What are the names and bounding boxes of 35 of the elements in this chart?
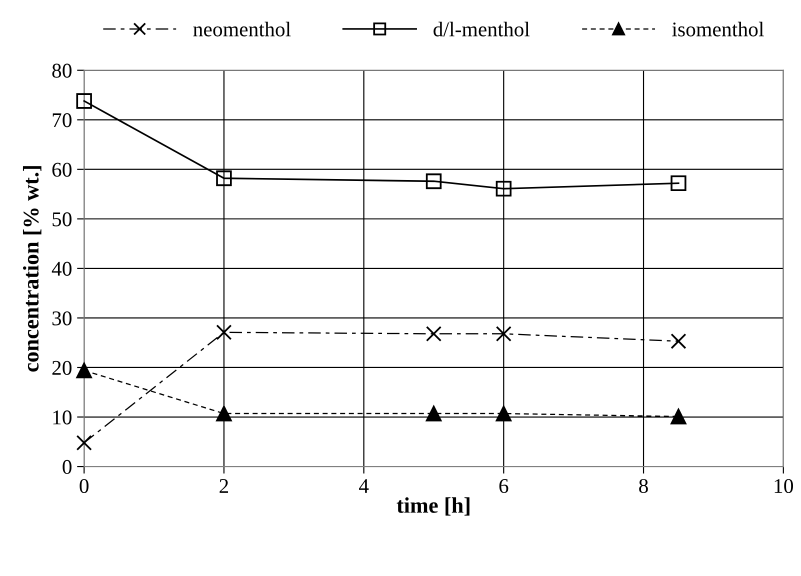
point bbox=[670, 333, 686, 350]
point bbox=[216, 406, 232, 422]
point bbox=[76, 93, 92, 109]
x-tick-label: 6 bbox=[499, 479, 508, 494]
y-tick-label: 40 bbox=[52, 262, 72, 276]
y-tick-label: 50 bbox=[52, 212, 72, 226]
y-tick-label: 10 bbox=[53, 410, 72, 424]
point bbox=[426, 326, 442, 342]
legend-label: neomenthol bbox=[193, 22, 291, 36]
y-tick-label: 20 bbox=[52, 360, 72, 375]
x-tick-label: 2 bbox=[220, 479, 228, 493]
x-tick-label: 0 bbox=[80, 478, 89, 494]
y-axis-title: concentration [% wt.] bbox=[22, 166, 42, 372]
point bbox=[670, 408, 686, 424]
x-axis-title: time [h] bbox=[396, 497, 470, 516]
y-tick-label: 30 bbox=[52, 311, 72, 326]
y-tick-label: 0 bbox=[62, 460, 72, 474]
point bbox=[496, 406, 512, 422]
point bbox=[216, 324, 232, 340]
point bbox=[76, 362, 92, 378]
y-tick-label: 70 bbox=[52, 113, 72, 128]
y-tick-label: 80 bbox=[52, 64, 72, 78]
y-tick-label: 60 bbox=[52, 162, 72, 177]
x-tick-label: 4 bbox=[359, 479, 369, 493]
point bbox=[426, 406, 442, 422]
legend-label: d/l-menthol bbox=[434, 22, 530, 36]
point bbox=[496, 180, 512, 197]
point bbox=[76, 434, 92, 451]
x-tick-label: 8 bbox=[639, 478, 648, 494]
legend-label: isomenthol bbox=[672, 22, 764, 36]
point bbox=[670, 175, 686, 192]
point bbox=[216, 170, 232, 186]
point bbox=[426, 173, 442, 190]
x-tick-label: 10 bbox=[774, 478, 793, 494]
point bbox=[496, 326, 512, 342]
